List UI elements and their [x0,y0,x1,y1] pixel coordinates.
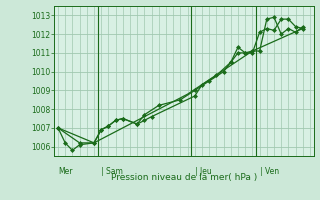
Text: Mer: Mer [58,167,73,176]
Text: | Jeu: | Jeu [195,167,212,176]
Text: | Ven: | Ven [260,167,279,176]
Text: | Sam: | Sam [101,167,123,176]
X-axis label: Pression niveau de la mer( hPa ): Pression niveau de la mer( hPa ) [111,173,257,182]
